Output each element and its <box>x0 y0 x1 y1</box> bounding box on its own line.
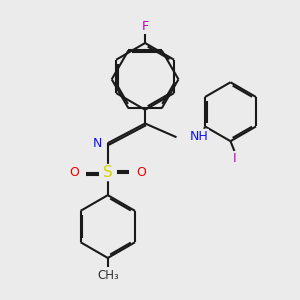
Text: N: N <box>92 136 102 150</box>
Text: NH: NH <box>189 130 208 143</box>
Text: F: F <box>142 20 149 33</box>
Text: O: O <box>70 166 80 179</box>
Text: CH₃: CH₃ <box>97 269 119 282</box>
Text: I: I <box>232 152 236 165</box>
Text: S: S <box>103 165 113 180</box>
Text: O: O <box>136 166 146 179</box>
